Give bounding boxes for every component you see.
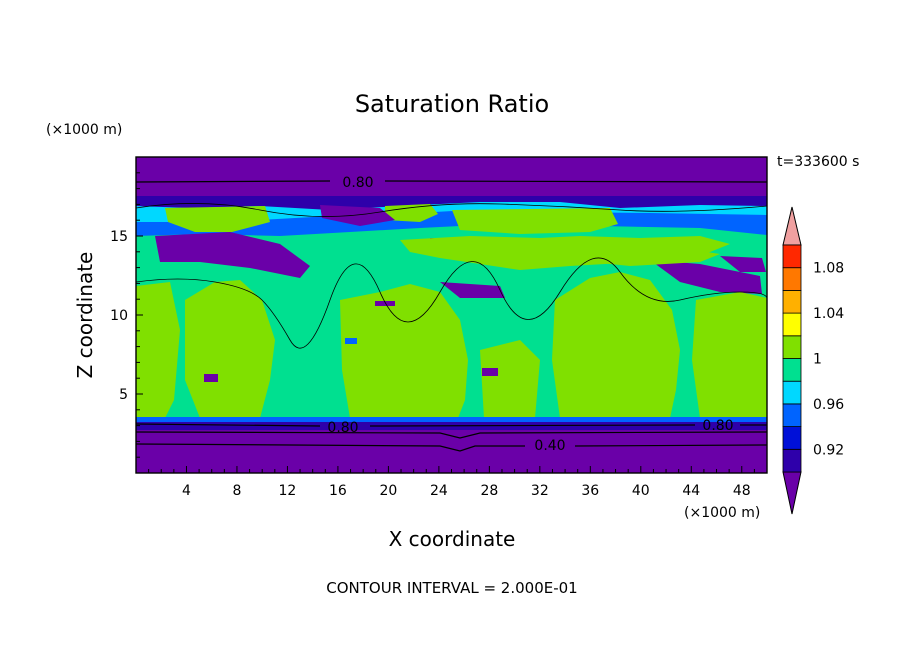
- contour-upper-wavy: [135, 203, 768, 217]
- lime-column-2: [185, 280, 275, 418]
- contour-label-group: 0.80 0.80 0.80 0.40: [327, 175, 733, 454]
- x-tick-label: 24: [430, 483, 448, 499]
- lime-blob-upper-1: [165, 206, 270, 232]
- colorbar-top-triangle: [782, 206, 802, 246]
- x-tick-label: 44: [682, 483, 700, 499]
- y-unit-label: (×1000 m): [46, 122, 122, 138]
- purple-spot-2: [482, 368, 498, 376]
- colorbar-label: 1: [813, 352, 822, 368]
- colorbar-swatch: [782, 358, 802, 382]
- x-tick-label: 16: [329, 483, 347, 499]
- upper-band-indigo: [136, 196, 767, 210]
- y-tick-label: 10: [110, 308, 128, 324]
- lime-column-1: [136, 282, 180, 418]
- contour-lower-1: [135, 423, 767, 427]
- y-tick-label: 15: [110, 229, 128, 245]
- x-tick-label: 4: [182, 483, 191, 499]
- purple-intrusion-5: [440, 282, 505, 298]
- contour-cloud-edge: [135, 257, 768, 349]
- x-tick-label: 48: [733, 483, 751, 499]
- lime-column-4: [552, 272, 680, 418]
- colorbar-swatch: [782, 244, 802, 269]
- y-axis-title: Z coordinate: [73, 252, 97, 379]
- x-tick-label: 12: [279, 483, 297, 499]
- y-tick-label: 5: [119, 387, 128, 403]
- colorbar-swatch: [782, 267, 802, 291]
- x-tick-label: 36: [581, 483, 599, 499]
- colorbar-swatch: [782, 312, 802, 337]
- y-axis: 5 10 15: [110, 172, 143, 458]
- purple-intrusion-1: [155, 232, 310, 278]
- colorbar-swatch: [782, 426, 802, 450]
- lime-column-3: [340, 284, 468, 418]
- x-unit-label: (×1000 m): [684, 505, 760, 521]
- colorbar-swatch: [782, 403, 802, 427]
- contour-label-lower-left: 0.80: [327, 420, 358, 436]
- contour-label-lower-right: 0.80: [702, 418, 733, 434]
- contour-lower-2: [135, 431, 768, 439]
- x-axis-title: X coordinate: [389, 527, 516, 551]
- x-tick-label: 32: [531, 483, 549, 499]
- chart-title: Saturation Ratio: [355, 90, 549, 118]
- footer-contour-interval: CONTOUR INTERVAL = 2.000E-01: [326, 579, 577, 597]
- time-label: t=333600 s: [777, 154, 859, 170]
- lower-dry-layer: [136, 422, 767, 473]
- x-axis: 4 8 12 16 20 24 28 32 36 40 44 48: [148, 466, 755, 499]
- colorbar-label: 0.96: [813, 397, 844, 413]
- lime-column-6: [480, 340, 540, 418]
- lime-column-5: [692, 292, 767, 418]
- lime-band-mid: [400, 236, 730, 270]
- purple-spot-1: [204, 374, 218, 382]
- colorbar-label: 1.04: [813, 306, 844, 322]
- colorbar-label: 1.08: [813, 261, 844, 277]
- colorbar-swatch: [782, 335, 802, 359]
- upper-dry-layer: [136, 157, 767, 197]
- plot-area: [136, 157, 767, 473]
- contour-label-top: 0.80: [342, 175, 373, 191]
- contour-lines: [135, 180, 768, 452]
- purple-intrusion-6: [720, 256, 766, 272]
- x-tick-label: 40: [632, 483, 650, 499]
- x-tick-label: 28: [480, 483, 498, 499]
- blue-spot-1: [345, 338, 357, 344]
- colorbar-swatch: [782, 289, 802, 314]
- colorbar: 0.92 0.96 1 1.04 1.08: [782, 206, 844, 515]
- purple-intrusion-4: [650, 260, 762, 294]
- contour-label-040: 0.40: [534, 438, 565, 454]
- lime-blob-upper-3: [452, 208, 618, 234]
- contour-lower-3: [135, 443, 768, 452]
- x-tick-label: 8: [232, 483, 241, 499]
- colorbar-label: 0.92: [813, 442, 844, 458]
- lime-blob-upper-2: [385, 204, 438, 222]
- lime-band-right: [580, 248, 720, 266]
- colorbar-bottom-triangle: [782, 471, 802, 515]
- purple-spot-3: [375, 301, 395, 306]
- colorbar-swatch: [782, 380, 802, 405]
- contour-top: [135, 180, 768, 183]
- lower-blue-edge: [136, 417, 767, 423]
- purple-intrusion-2: [320, 205, 395, 226]
- x-tick-label: 20: [379, 483, 397, 499]
- colorbar-swatch: [782, 448, 802, 473]
